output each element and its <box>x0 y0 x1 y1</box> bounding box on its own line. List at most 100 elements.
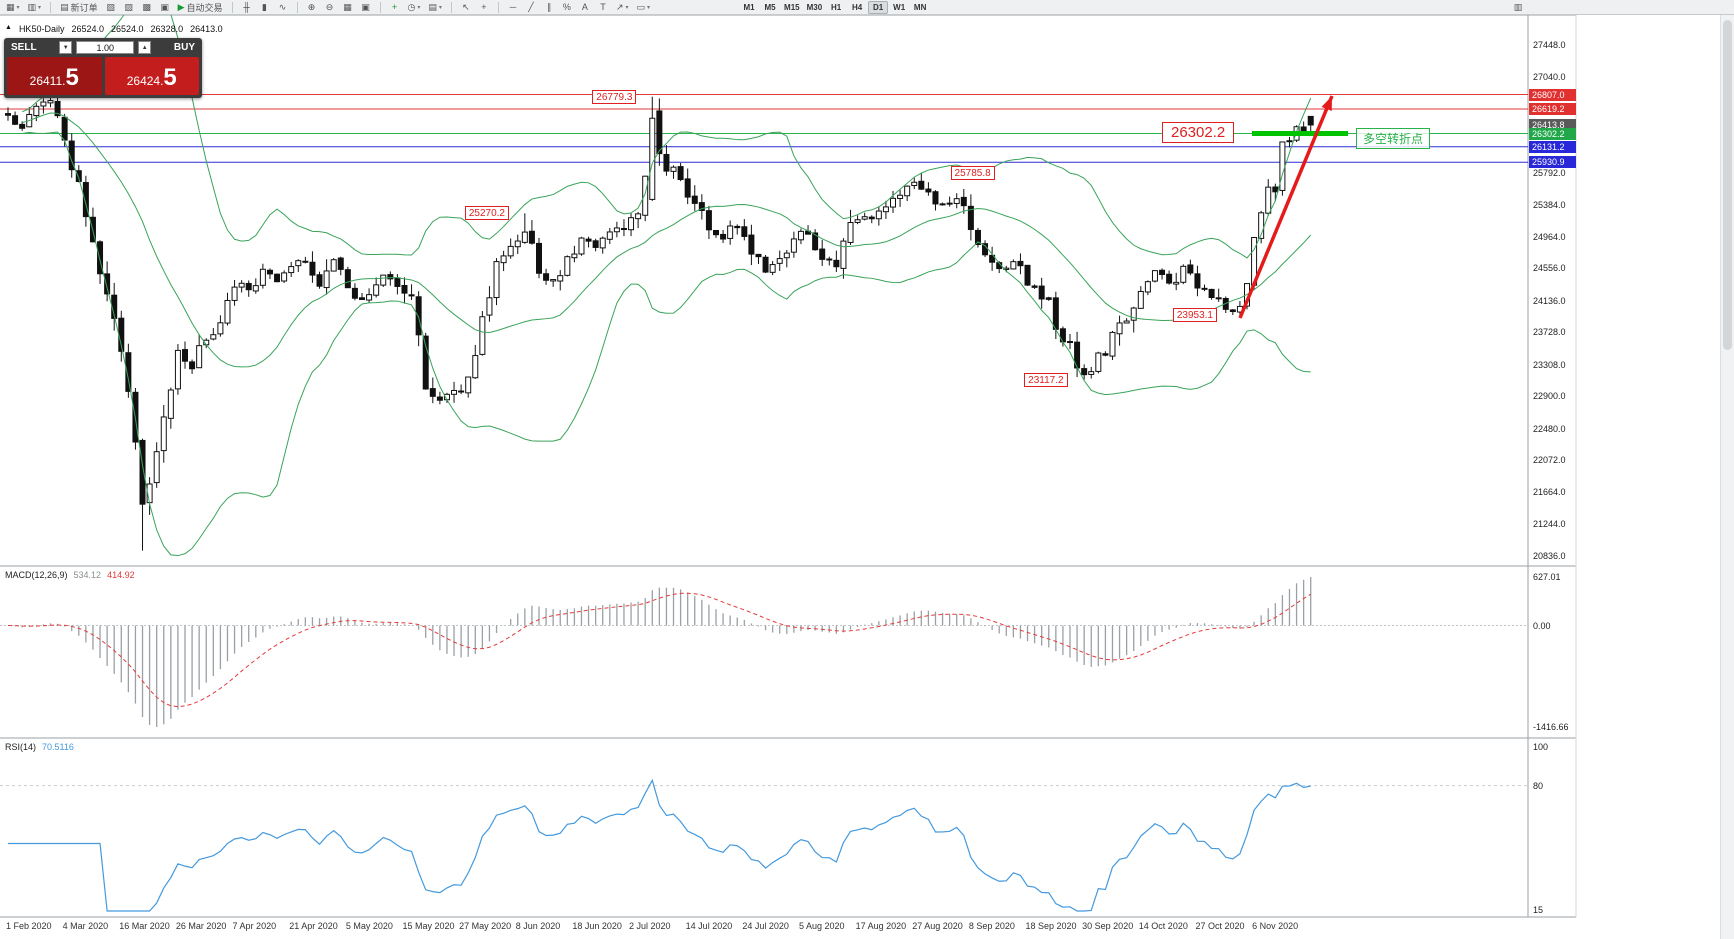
buy-label[interactable]: BUY <box>173 42 195 53</box>
buy-price: 26424. <box>126 74 164 88</box>
rsi-axis-min: 15 <box>1533 905 1544 915</box>
macd-label: MACD(12,26,9) <box>5 570 68 580</box>
bar-chart-type-button[interactable]: ╫ <box>239 1 255 14</box>
period-button[interactable]: ◷ ▾ <box>405 1 424 14</box>
chart-shift-button[interactable]: ▥ <box>1510 1 1526 14</box>
navigator-button[interactable]: ▩ <box>139 1 155 14</box>
turning-point-label[interactable]: 多空转折点 <box>1356 128 1431 149</box>
price-axis-label: 23308.0 <box>1533 359 1566 370</box>
tile-windows-button[interactable]: ▦ <box>340 1 356 14</box>
buy-button[interactable]: 26424. 5 <box>104 57 199 95</box>
timeframe-mn[interactable]: MN <box>913 2 927 12</box>
date-axis-label: 4 Mar 2020 <box>62 921 109 931</box>
label-tool-button[interactable]: T <box>595 1 611 14</box>
zoom-in-button[interactable]: ⊕ <box>304 1 320 14</box>
chevron-down-icon: ▾ <box>438 4 442 11</box>
price-axis-label: 22900.0 <box>1533 391 1566 402</box>
price-label[interactable]: 23117.2 <box>1024 372 1068 387</box>
trend-arrow[interactable] <box>1238 95 1334 319</box>
timeframe-h1[interactable]: H1 <box>831 2 842 12</box>
text-tool-button[interactable]: A <box>577 1 593 14</box>
shapes-tool-button[interactable]: ▭ ▾ <box>634 1 654 14</box>
price-axis-label: 27448.0 <box>1533 40 1566 50</box>
chart-profiles-button[interactable]: ▥ ▾ <box>25 1 45 14</box>
volume-input[interactable]: 1.00 <box>76 41 135 54</box>
add-indicator-button[interactable]: + <box>387 1 403 14</box>
profiles-icon: ▥ <box>27 1 37 12</box>
terminal-icon: ▣ <box>160 1 169 12</box>
channel-tool-button[interactable]: ∥ <box>541 1 557 14</box>
data-window-button[interactable]: ▨ <box>121 1 137 14</box>
chevron-down-icon: ▾ <box>417 4 421 11</box>
date-axis-label: 30 Sep 2020 <box>1082 921 1134 931</box>
price-axis-label: 22480.0 <box>1533 423 1566 434</box>
sell-price-big-digit: 5 <box>65 64 79 91</box>
sell-button[interactable]: 26411. 5 <box>7 57 102 95</box>
chevron-down-icon: ▾ <box>647 4 651 11</box>
macd-axis-min: -1416.66 <box>1533 722 1569 732</box>
date-axis-label: 24 Jul 2020 <box>742 921 789 931</box>
trade-panel-prices: 26411. 5 26424. 5 <box>4 57 202 98</box>
new-order-button[interactable]: ▤ 新订单 <box>57 1 101 14</box>
ohlc-close: 26413.0 <box>190 24 223 34</box>
candle-chart-type-button[interactable]: ▮ <box>257 1 273 14</box>
volume-up-button[interactable]: ▲ <box>138 41 152 54</box>
label-icon: T <box>600 1 606 12</box>
timeframe-h4[interactable]: H4 <box>852 2 863 12</box>
chevron-down-icon: ▾ <box>625 4 629 11</box>
price-axis-label: 25792.0 <box>1533 167 1566 178</box>
rsi-axis-level: 80 <box>1533 780 1544 791</box>
fibonacci-tool-button[interactable]: % <box>559 1 575 14</box>
macd-main-value: 534.12 <box>73 570 102 580</box>
price-axis-marker: 26302.2 <box>1529 127 1576 140</box>
crosshair-button[interactable]: + <box>476 1 492 14</box>
chart-shift-icon: ▥ <box>1513 1 1523 12</box>
resistance-price-label[interactable]: 26302.2 <box>1162 122 1235 143</box>
trendline-tool-button[interactable]: ╱ <box>523 1 539 14</box>
plus-icon: + <box>391 1 398 12</box>
scrollbar-thumb[interactable] <box>1723 20 1732 350</box>
terminal-button[interactable]: ▣ <box>157 1 173 14</box>
templates-button[interactable]: ▤ ▾ <box>425 1 445 14</box>
date-axis-label: 7 Apr 2020 <box>232 921 277 931</box>
arrow-tool-button[interactable]: ↗ ▾ <box>613 1 632 14</box>
price-label[interactable]: 23953.1 <box>1172 308 1217 323</box>
auto-trading-button[interactable]: ▶ 自动交易 <box>175 1 226 14</box>
price-label[interactable]: 26779.3 <box>592 89 637 104</box>
timeframe-m15[interactable]: M15 <box>784 2 800 12</box>
timeframe-w1[interactable]: W1 <box>893 2 906 12</box>
zoom-out-button[interactable]: ⊖ <box>322 1 338 14</box>
timeframe-m1[interactable]: M1 <box>743 2 755 12</box>
hline-tool-button[interactable]: ─ <box>505 1 521 14</box>
price-axis-marker: 26619.2 <box>1529 103 1576 116</box>
market-watch-button[interactable]: ▧ <box>103 1 119 14</box>
cursor-button[interactable]: ↖ <box>458 1 474 14</box>
rsi-axis-max: 100 <box>1533 742 1549 752</box>
price-axis-marker: 25930.9 <box>1529 156 1576 169</box>
price-label[interactable]: 25270.2 <box>464 206 509 221</box>
separator <box>497 1 499 13</box>
zoom-in-icon: ⊕ <box>307 1 316 12</box>
volume-down-button[interactable]: ▼ <box>59 41 73 54</box>
cascade-windows-button[interactable]: ▣ <box>358 1 374 14</box>
rsi-label: RSI(14) <box>5 742 37 752</box>
tile-windows-icon: ▦ <box>343 1 352 12</box>
timeframe-m5[interactable]: M5 <box>764 2 776 12</box>
chevron-down-icon: ▾ <box>38 4 42 11</box>
timeframe-m30[interactable]: M30 <box>806 2 823 12</box>
price-label[interactable]: 25785.8 <box>950 166 995 181</box>
spinner-up-icon: ▲ <box>141 44 148 51</box>
rsi-pane-title: RSI(14) 70.5116 <box>5 742 74 752</box>
line-chart-type-button[interactable]: ∿ <box>275 1 291 14</box>
new-chart-button[interactable]: ▦ ▾ <box>3 1 23 14</box>
price-axis-label: 21244.0 <box>1533 519 1566 530</box>
sell-label[interactable]: SELL <box>11 42 37 53</box>
market-watch-icon: ▧ <box>106 1 115 12</box>
price-axis-label: 20836.0 <box>1533 550 1566 561</box>
vertical-scrollbar[interactable] <box>1720 15 1734 939</box>
sell-price: 26411. <box>29 74 66 88</box>
timeframe-d1[interactable]: D1 <box>868 0 889 14</box>
price-axis-label: 22072.0 <box>1533 455 1566 466</box>
